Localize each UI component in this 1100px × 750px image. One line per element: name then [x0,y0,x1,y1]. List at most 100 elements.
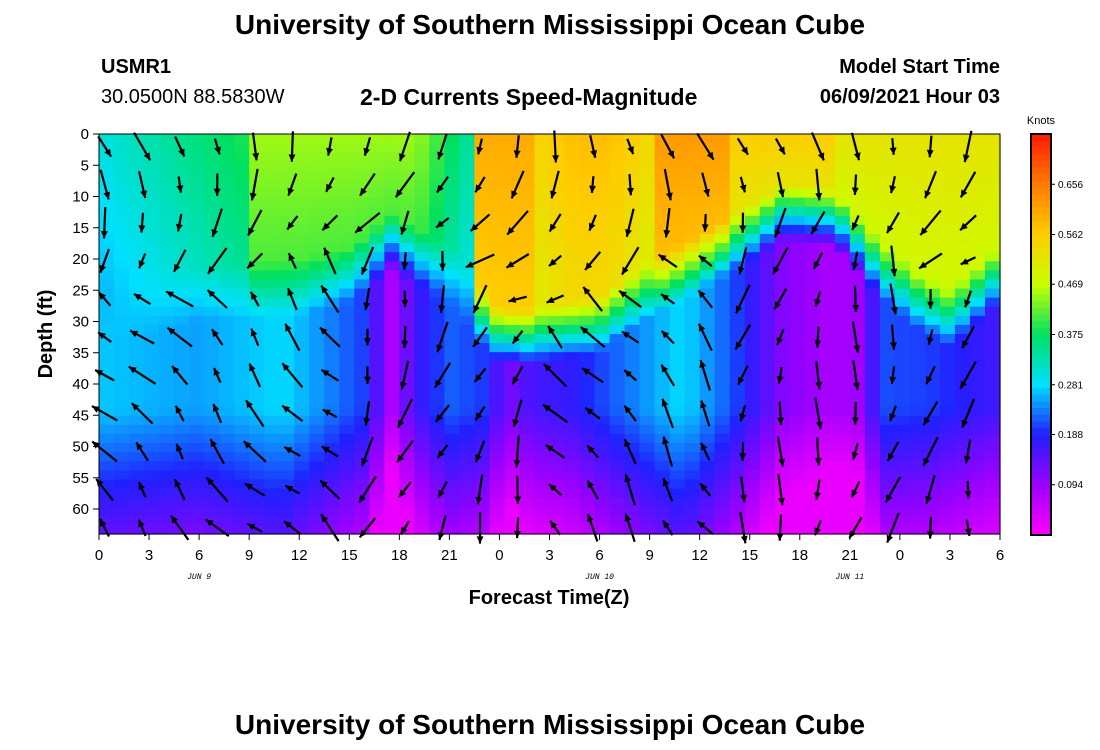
arrow-head [287,187,295,196]
heatmap-cell [549,515,566,526]
heatmap-cell [339,424,355,435]
heatmap-cell [609,470,626,481]
heatmap-cell [249,279,265,290]
heatmap-cell [324,152,340,162]
heatmap-cell [744,170,761,181]
heatmap-cell [864,370,881,381]
heatmap-cell [714,234,731,244]
heatmap-cell [99,324,115,335]
heatmap-cell [954,243,971,253]
heatmap-cell [279,524,295,535]
heatmap-cell [669,224,686,235]
heatmap-cell [129,170,145,181]
heatmap-cell [564,288,581,299]
arrow-head [589,185,596,193]
arrow-head [739,225,747,233]
heatmap-cell [429,524,445,535]
heatmap-cell [819,443,836,453]
heatmap-cell [279,297,295,308]
heatmap-cell [984,443,1001,453]
heatmap-cell [639,234,656,244]
heatmap-cell [504,288,521,299]
colorbar-segment [1031,394,1051,402]
current-arrow [852,285,860,313]
heatmap-cell [324,515,340,526]
colorbar-segment [1031,287,1051,295]
heatmap-cell [984,188,1001,199]
heatmap-cell [879,434,896,444]
heatmap-cell [879,379,896,390]
heatmap-cell [279,334,295,344]
heatmap-cell [189,306,205,317]
heatmap-cell [789,261,806,271]
heatmap-cell [489,415,506,426]
current-arrow [97,291,112,307]
heatmap-cell [339,143,355,153]
arrow-head [587,480,594,489]
arrow-head [321,285,329,294]
x-tick-label: 0 [495,547,503,564]
heatmap-cell [624,261,641,271]
arrow-head [621,331,630,339]
heatmap-cell [294,288,310,299]
heatmap-cell [564,379,581,390]
heatmap-cell [744,397,761,408]
heatmap-cell [714,415,731,426]
heatmap-cell [654,406,671,417]
heatmap-cell [909,279,926,290]
heatmap-cell [969,388,986,399]
heatmap-cell [639,361,656,371]
heatmap-cell [159,452,175,462]
heatmap-cell [234,488,250,499]
heatmap-cell [684,488,701,499]
heatmap-cell [714,470,731,481]
heatmap-cell [624,152,641,162]
current-arrow [171,365,189,386]
heatmap-cell [789,515,806,526]
heatmap-cell [474,143,491,153]
current-arrow [889,138,897,155]
heatmap-cell [639,443,656,453]
heatmap-cell [864,243,881,253]
heatmap-cell [474,497,491,508]
heatmap-cell [204,497,220,508]
arrow-head [549,223,557,232]
colorbar-segment [1031,160,1051,169]
heatmap-cell [474,334,491,344]
current-arrow [133,132,152,161]
heatmap-cell [579,361,596,371]
heatmap-cell [924,152,941,162]
heatmap-cell [594,170,611,181]
heatmap-cell [144,343,160,353]
heatmap-cell [264,197,280,208]
heatmap-cell [309,270,325,281]
current-arrow [889,366,897,385]
heatmap-cell [189,261,205,271]
current-arrow [697,289,714,309]
heatmap-cell [924,306,941,317]
heatmap-cell [864,406,881,417]
heatmap-cell [144,161,160,171]
heatmap-cell [954,452,971,462]
heatmap-cell [849,224,866,235]
heatmap-cell [909,397,926,408]
heatmap-cell [99,497,115,508]
heatmap-cell [489,497,506,508]
heatmap-cell [954,143,971,153]
heatmap-cell [504,452,521,462]
heatmap-cell [399,334,415,344]
heatmap-cell [669,243,686,253]
heatmap-cell [354,334,370,344]
arrow-head [512,419,520,427]
heatmap-cell [279,479,295,490]
heatmap-cell [639,324,656,335]
heatmap-cell [729,152,746,162]
heatmap-cell [234,152,250,162]
heatmap-cell [954,270,971,281]
heatmap-cell [384,315,400,326]
heatmap-cell [399,515,415,526]
heatmap-cell [624,388,641,399]
current-arrow [582,286,603,312]
current-arrow [170,514,190,541]
heatmap-cell [714,270,731,281]
